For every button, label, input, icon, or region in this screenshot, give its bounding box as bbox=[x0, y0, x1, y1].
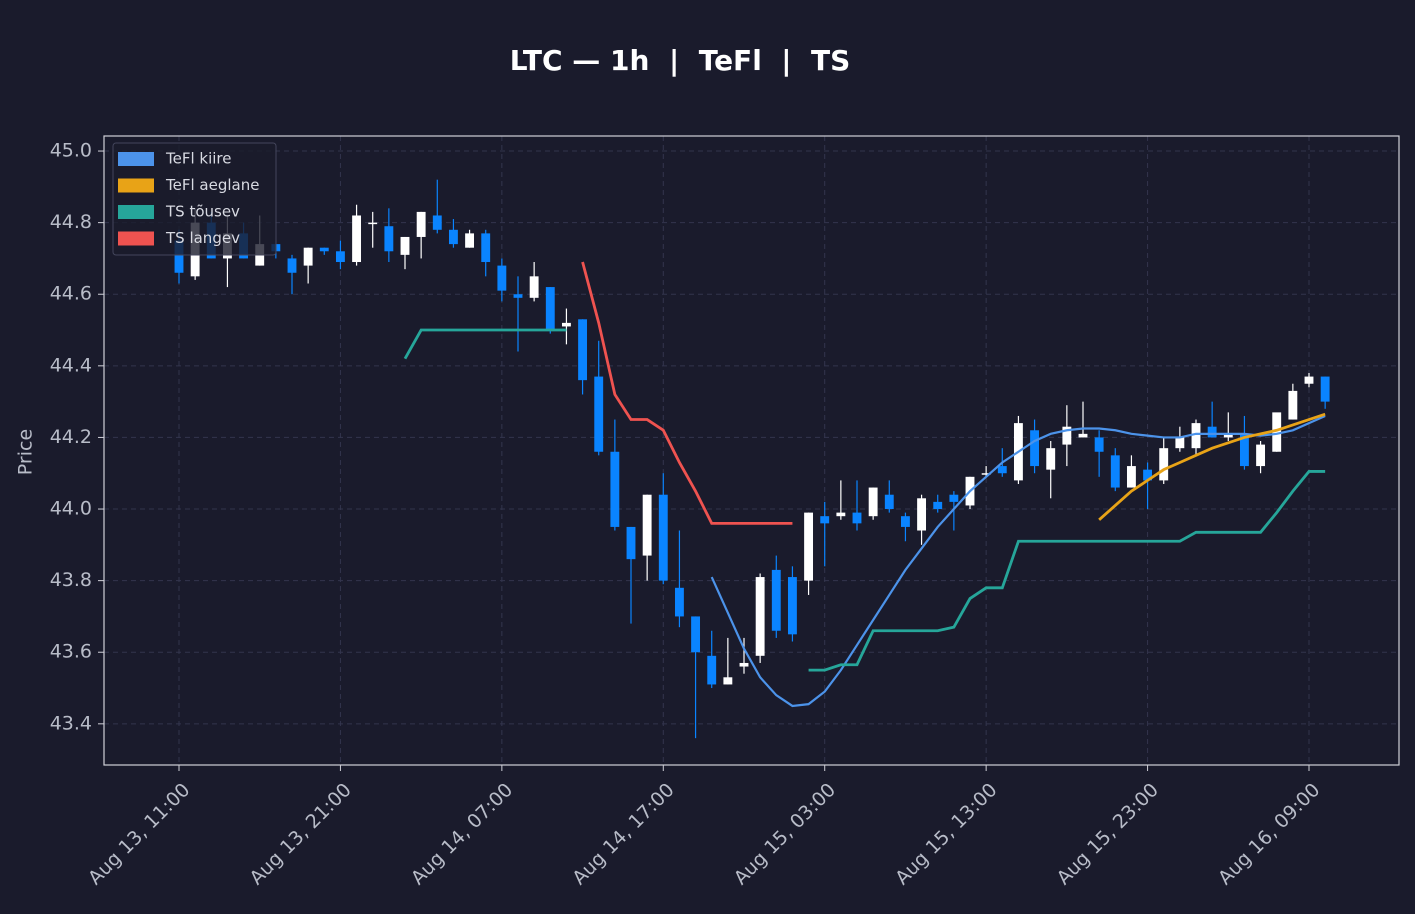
candle-body bbox=[448, 229, 458, 245]
candle-body bbox=[368, 222, 378, 225]
candle-body bbox=[1030, 430, 1040, 467]
legend-box bbox=[112, 142, 277, 256]
candle-body bbox=[804, 512, 814, 581]
candle-body bbox=[1126, 466, 1136, 488]
candle-body bbox=[610, 451, 620, 527]
candle-body bbox=[949, 494, 959, 502]
candle-body bbox=[1110, 455, 1120, 488]
candle-body bbox=[658, 494, 668, 581]
candle-body bbox=[723, 677, 733, 685]
plot-frame bbox=[103, 135, 1400, 766]
candle-body bbox=[1207, 426, 1217, 438]
candle-body bbox=[691, 616, 701, 653]
candle-body bbox=[1062, 426, 1072, 445]
y-axis-label: Price bbox=[15, 429, 37, 475]
legend-swatch bbox=[118, 178, 154, 193]
candle-body bbox=[303, 247, 313, 266]
candle-body bbox=[1094, 437, 1104, 452]
candle-body bbox=[997, 466, 1007, 474]
candle-body bbox=[352, 215, 362, 263]
candle-body bbox=[900, 516, 910, 527]
candle-body bbox=[820, 516, 830, 524]
candle-body bbox=[1256, 444, 1266, 467]
legend-label: TS tõusev bbox=[165, 203, 240, 221]
chart-title: LTC — 1h | TeFl | TS bbox=[510, 44, 851, 77]
candle-body bbox=[868, 487, 878, 517]
candle-body bbox=[497, 265, 507, 291]
candle-body bbox=[319, 247, 329, 252]
y-tick-label: 43.4 bbox=[50, 712, 92, 734]
candle-body bbox=[1046, 448, 1056, 470]
legend-swatch bbox=[118, 231, 154, 246]
candle-body bbox=[1272, 412, 1282, 452]
indicator-line bbox=[1098, 412, 1326, 521]
candle-body bbox=[529, 276, 539, 298]
candle-body bbox=[771, 569, 781, 631]
candle-body bbox=[739, 662, 749, 667]
candle-body bbox=[400, 236, 410, 255]
legend-label: TeFl aeglane bbox=[165, 176, 259, 194]
plot-area bbox=[174, 179, 1330, 739]
indicator-line bbox=[710, 414, 1326, 708]
candle-body bbox=[1175, 437, 1185, 449]
candle-body bbox=[287, 258, 297, 273]
legend: TeFl kiire TeFl aeglane TS tõusev TS langev bbox=[112, 142, 277, 256]
legend-label: TS langev bbox=[165, 229, 240, 247]
candle-body bbox=[755, 577, 765, 656]
candle-body bbox=[674, 587, 684, 617]
candle-body bbox=[1159, 448, 1169, 481]
candle-body bbox=[416, 211, 426, 237]
candle-body bbox=[917, 498, 927, 531]
y-tick-label: 44.8 bbox=[50, 211, 92, 233]
candle-body bbox=[787, 577, 797, 635]
candle-body bbox=[852, 512, 862, 524]
candle-body bbox=[1239, 433, 1249, 467]
candle-body bbox=[481, 233, 491, 263]
y-tick-label: 44.6 bbox=[50, 283, 92, 305]
legend-swatch bbox=[118, 205, 154, 219]
candle-body bbox=[1143, 469, 1153, 481]
candle-body bbox=[561, 322, 571, 327]
candle-body bbox=[626, 526, 636, 560]
candle-body bbox=[642, 494, 652, 556]
candle-body bbox=[981, 473, 991, 475]
candle-body bbox=[1288, 390, 1298, 420]
y-tick-label: 44.0 bbox=[50, 498, 92, 520]
candle-body bbox=[594, 376, 604, 452]
candle-body bbox=[384, 226, 394, 252]
candle-body bbox=[432, 215, 442, 230]
candle-body bbox=[465, 233, 475, 248]
candle-body bbox=[513, 294, 523, 298]
candle-body bbox=[884, 494, 894, 510]
y-tick-label: 44.2 bbox=[50, 426, 92, 448]
candle-body bbox=[836, 512, 846, 517]
candle-body bbox=[707, 655, 717, 685]
y-tick-label: 43.6 bbox=[50, 641, 92, 663]
y-tick-label: 44.4 bbox=[50, 354, 92, 376]
legend-label: TeFl kiire bbox=[165, 150, 232, 168]
y-tick-label: 43.8 bbox=[50, 569, 92, 591]
candle-body bbox=[545, 287, 555, 331]
indicator-line bbox=[581, 261, 793, 525]
y-tick-label: 45.0 bbox=[50, 140, 92, 162]
candle-body bbox=[1304, 376, 1314, 384]
candle-body bbox=[1191, 423, 1201, 449]
candle-body bbox=[174, 240, 184, 273]
candle-body bbox=[1320, 376, 1330, 402]
candle-body bbox=[1078, 433, 1088, 438]
candle-body bbox=[335, 251, 345, 263]
indicator-line bbox=[403, 328, 1326, 672]
candle-body bbox=[933, 501, 943, 510]
candle-body bbox=[1223, 433, 1233, 438]
legend-swatch bbox=[118, 152, 154, 166]
candle-body bbox=[578, 319, 588, 381]
